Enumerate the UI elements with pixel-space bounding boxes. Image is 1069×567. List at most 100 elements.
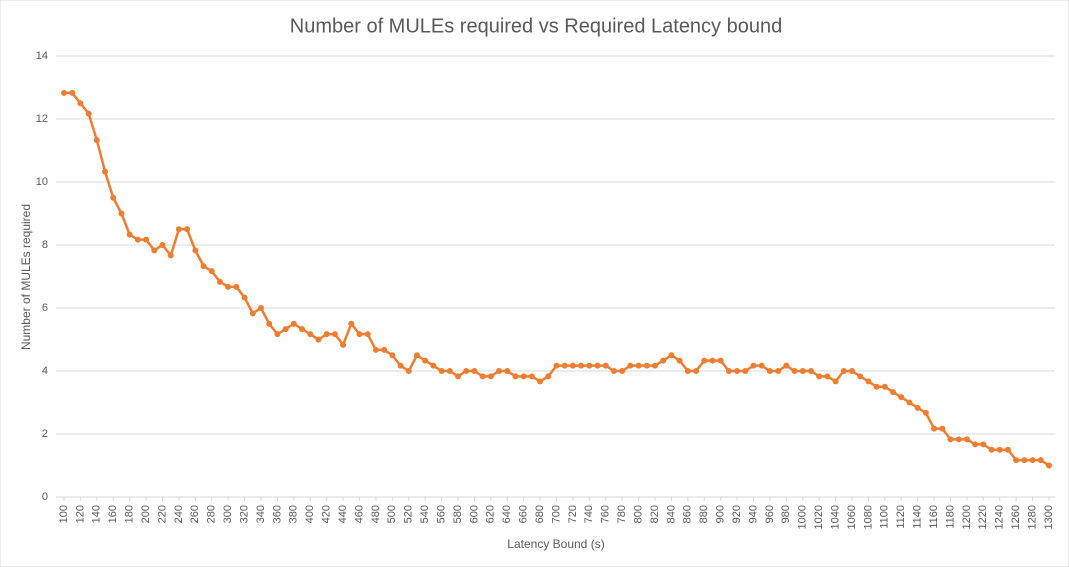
x-tick-label: 560 bbox=[435, 505, 447, 523]
marker bbox=[684, 368, 691, 374]
x-axis-label: Latency Bound (s) bbox=[507, 537, 604, 551]
marker bbox=[118, 210, 125, 217]
x-tick-label: 840 bbox=[665, 505, 677, 523]
x-tick-label: 200 bbox=[140, 505, 152, 523]
marker bbox=[578, 362, 585, 369]
x-tick-label: 260 bbox=[189, 505, 201, 523]
marker bbox=[200, 263, 207, 270]
marker bbox=[627, 362, 634, 369]
x-tick-label: 780 bbox=[616, 505, 628, 523]
marker bbox=[742, 368, 749, 374]
marker bbox=[463, 368, 470, 374]
marker bbox=[914, 404, 921, 411]
marker bbox=[610, 368, 617, 374]
marker bbox=[807, 368, 814, 374]
x-tick-label: 1220 bbox=[977, 505, 989, 529]
x-tick-label: 1260 bbox=[1010, 505, 1022, 529]
marker bbox=[110, 194, 117, 201]
x-tick-label: 880 bbox=[698, 505, 710, 523]
marker bbox=[455, 373, 461, 380]
marker bbox=[635, 362, 642, 369]
marker bbox=[143, 236, 150, 243]
marker bbox=[134, 236, 141, 243]
marker bbox=[676, 357, 683, 364]
x-tick-label: 800 bbox=[632, 505, 644, 523]
marker bbox=[315, 336, 322, 343]
marker bbox=[881, 383, 888, 390]
marker bbox=[348, 320, 355, 327]
x-tick-label: 520 bbox=[403, 505, 415, 523]
x-tick-label: 700 bbox=[550, 505, 562, 523]
marker bbox=[980, 441, 987, 448]
x-tick-label: 340 bbox=[255, 505, 267, 523]
marker bbox=[471, 368, 478, 374]
marker bbox=[955, 436, 962, 443]
marker bbox=[734, 368, 741, 374]
x-tick-label: 120 bbox=[74, 505, 86, 523]
marker bbox=[840, 368, 847, 374]
marker bbox=[775, 368, 782, 374]
marker bbox=[282, 326, 289, 333]
x-tick-label: 720 bbox=[567, 505, 579, 523]
marker bbox=[258, 305, 264, 311]
marker bbox=[1021, 457, 1028, 464]
x-tick-label: 1160 bbox=[928, 505, 940, 529]
marker bbox=[208, 268, 215, 275]
marker bbox=[660, 357, 667, 364]
marker bbox=[331, 331, 338, 338]
marker bbox=[939, 425, 946, 432]
marker bbox=[1037, 457, 1044, 464]
x-tick-label: 100 bbox=[58, 505, 70, 523]
x-tick-label: 860 bbox=[682, 505, 694, 523]
marker bbox=[340, 341, 347, 348]
marker bbox=[356, 331, 363, 338]
x-tick-label: 1300 bbox=[1043, 505, 1055, 529]
marker bbox=[898, 394, 905, 401]
y-tick-label: 8 bbox=[42, 239, 48, 251]
x-tick-label: 140 bbox=[91, 505, 103, 523]
marker bbox=[963, 436, 970, 443]
x-tick-label: 1140 bbox=[912, 505, 924, 529]
marker bbox=[241, 294, 248, 301]
marker bbox=[791, 368, 798, 374]
x-tick-label: 1080 bbox=[862, 505, 874, 529]
y-tick-label: 2 bbox=[42, 428, 48, 440]
marker bbox=[225, 283, 232, 290]
x-tick-label: 160 bbox=[107, 505, 119, 523]
marker bbox=[668, 352, 675, 359]
marker bbox=[496, 368, 503, 374]
y-tick-label: 6 bbox=[42, 302, 48, 314]
y-tick-label: 4 bbox=[42, 365, 48, 377]
marker bbox=[693, 368, 700, 374]
x-tick-label: 240 bbox=[173, 505, 185, 523]
marker bbox=[479, 373, 486, 380]
marker bbox=[717, 357, 724, 364]
marker bbox=[192, 247, 199, 254]
marker bbox=[102, 168, 109, 175]
x-tick-label: 420 bbox=[321, 505, 333, 523]
marker bbox=[922, 409, 929, 416]
x-tick-label: 1280 bbox=[1026, 505, 1038, 529]
marker bbox=[175, 226, 182, 233]
marker bbox=[381, 346, 388, 353]
marker bbox=[766, 368, 773, 374]
marker bbox=[520, 373, 527, 380]
marker bbox=[184, 226, 191, 233]
y-tick-label: 12 bbox=[36, 113, 48, 125]
y-axis-label: Number of MULEs required bbox=[19, 204, 33, 350]
marker bbox=[890, 389, 897, 396]
x-tick-label: 900 bbox=[715, 505, 727, 523]
marker bbox=[323, 331, 330, 338]
marker bbox=[159, 242, 166, 248]
marker bbox=[586, 362, 593, 369]
x-tick-label: 660 bbox=[518, 505, 530, 523]
marker bbox=[865, 378, 872, 385]
x-tick-label: 280 bbox=[206, 505, 218, 523]
x-tick-label: 1060 bbox=[846, 505, 858, 529]
x-tick-label: 480 bbox=[370, 505, 382, 523]
marker bbox=[504, 368, 511, 374]
marker bbox=[972, 441, 979, 448]
x-tick-label: 920 bbox=[731, 505, 743, 523]
